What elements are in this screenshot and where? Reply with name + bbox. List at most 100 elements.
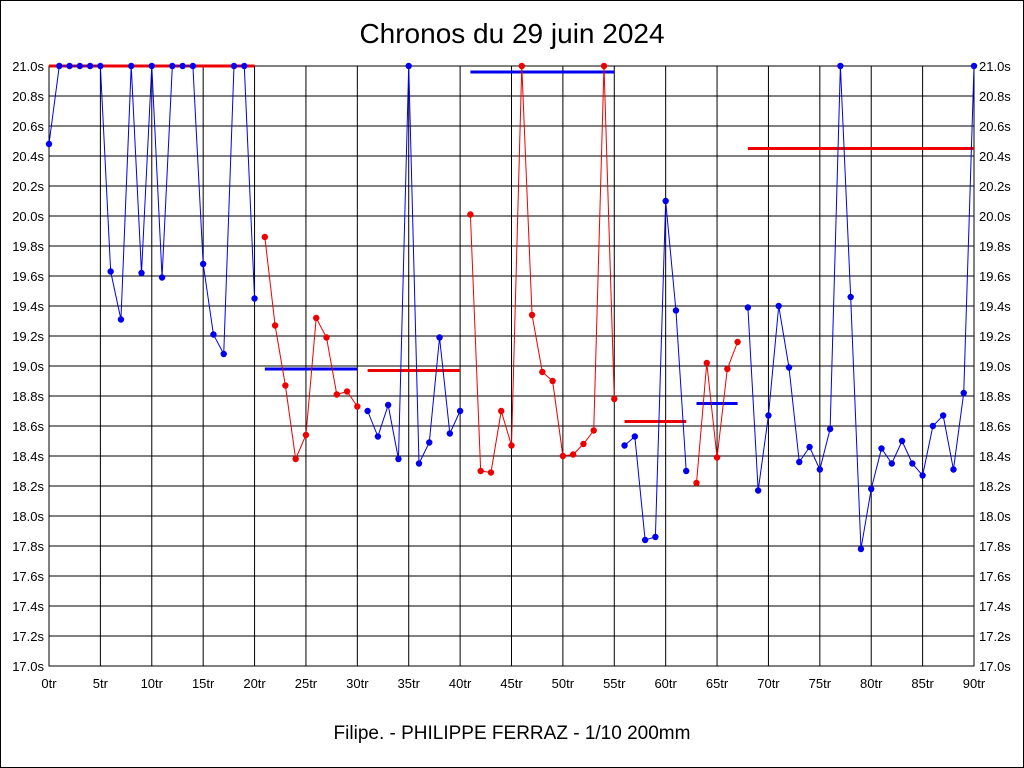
data-point [549,377,556,385]
data-point [724,365,731,373]
y-tick-label-right: 18.6s [979,419,1011,434]
y-tick-label-left: 20.6s [12,119,44,134]
data-point [487,469,495,476]
y-tick-label-left: 20.0s [12,209,44,224]
x-tick-label: 0tr [41,676,57,691]
x-tick-label: 70tr [757,676,780,691]
y-tick-label-right: 17.0s [979,659,1011,674]
data-point [518,62,525,70]
data-point [796,458,803,466]
y-tick-label-left: 17.6s [12,569,44,584]
data-point [919,472,926,479]
y-tick-label-left: 19.4s [12,299,44,314]
data-point [857,545,865,553]
data-point [765,412,772,419]
data-point [446,430,454,437]
data-point [970,62,978,70]
axis-labels: 0tr 5tr 10tr 15tr 20tr 25tr 30tr 35tr 40tr 45tr 50… [12,59,1011,691]
x-tick-label: 90tr [963,676,986,691]
y-tick-label-right: 19.8s [979,239,1011,254]
data-point [86,62,94,70]
x-tick-label: 50tr [552,676,575,691]
chart-footer: Filipe. - PHILIPPE FERRAZ - 1/10 200mm [333,723,691,744]
y-tick-label-left: 20.2s [12,179,44,194]
y-tick-label-right: 17.6s [979,569,1011,584]
data-point [210,331,217,338]
data-point [580,440,587,448]
data-point [559,452,567,460]
data-point [888,460,895,467]
data-point [107,268,114,275]
data-point [847,293,854,301]
data-point [467,211,474,218]
data-point [292,455,299,463]
data-point [785,364,793,371]
data-point [436,334,443,341]
data-point [323,334,330,341]
y-tick-label-right: 17.8s [979,539,1011,554]
data-point [282,382,289,389]
y-tick-label-left: 19.6s [12,269,44,284]
data-point [169,62,176,70]
data-point [898,437,906,445]
y-tick-label-left: 20.4s [12,149,44,164]
y-tick-label-left: 21.0s [12,59,44,74]
data-point [662,197,669,205]
data-point [909,460,916,467]
series-line [264,236,358,461]
data-point [179,62,186,70]
data-point [621,442,628,449]
y-tick-label-right: 20.0s [979,209,1011,224]
data-point [631,433,639,440]
series-line [367,65,461,464]
data-point [456,407,464,415]
data-point [590,427,597,434]
y-tick-label-left: 17.4s [12,599,44,614]
data-point [384,401,392,409]
y-tick-label-left: 20.8s [12,89,44,104]
data-point [569,451,577,458]
x-tick-label: 60tr [654,676,677,691]
y-tick-label-right: 19.0s [979,359,1011,374]
x-tick-label: 10tr [141,676,164,691]
y-tick-label-right: 20.2s [979,179,1011,194]
data-point [498,407,505,415]
data-point [313,314,320,322]
data-point [754,487,762,494]
y-tick-label-right: 19.4s [979,299,1011,314]
data-point [868,485,875,493]
y-tick-label-left: 17.8s [12,539,44,554]
y-tick-label-left: 19.8s [12,239,44,254]
grid [48,65,975,667]
y-tick-label-left: 19.2s [12,329,44,344]
y-tick-label-right: 20.4s [979,149,1011,164]
data-point [826,425,834,433]
x-tick-label: 65tr [706,676,729,691]
data-point [251,295,258,302]
data-point [837,62,844,70]
y-tick-label-left: 18.8s [12,389,44,404]
y-tick-label-left: 19.0s [12,359,44,374]
y-tick-label-right: 20.8s [979,89,1011,104]
data-point [199,260,207,268]
data-point [878,445,885,452]
data-point [713,454,721,461]
data-point [158,274,166,281]
data-point [364,407,371,415]
x-tick-label: 55tr [603,676,626,691]
x-tick-label: 45tr [500,676,523,691]
series-lines [45,62,978,553]
data-point [66,62,73,70]
data-point [241,62,248,70]
series-line [747,65,975,550]
data-point [611,395,618,403]
data-point [744,304,752,311]
x-tick-label: 35tr [398,676,421,691]
y-tick-label-right: 18.2s [979,479,1011,494]
series-line [624,200,687,541]
data-point [508,442,515,449]
data-point [343,388,351,395]
data-point [528,311,536,319]
data-point [960,389,967,397]
